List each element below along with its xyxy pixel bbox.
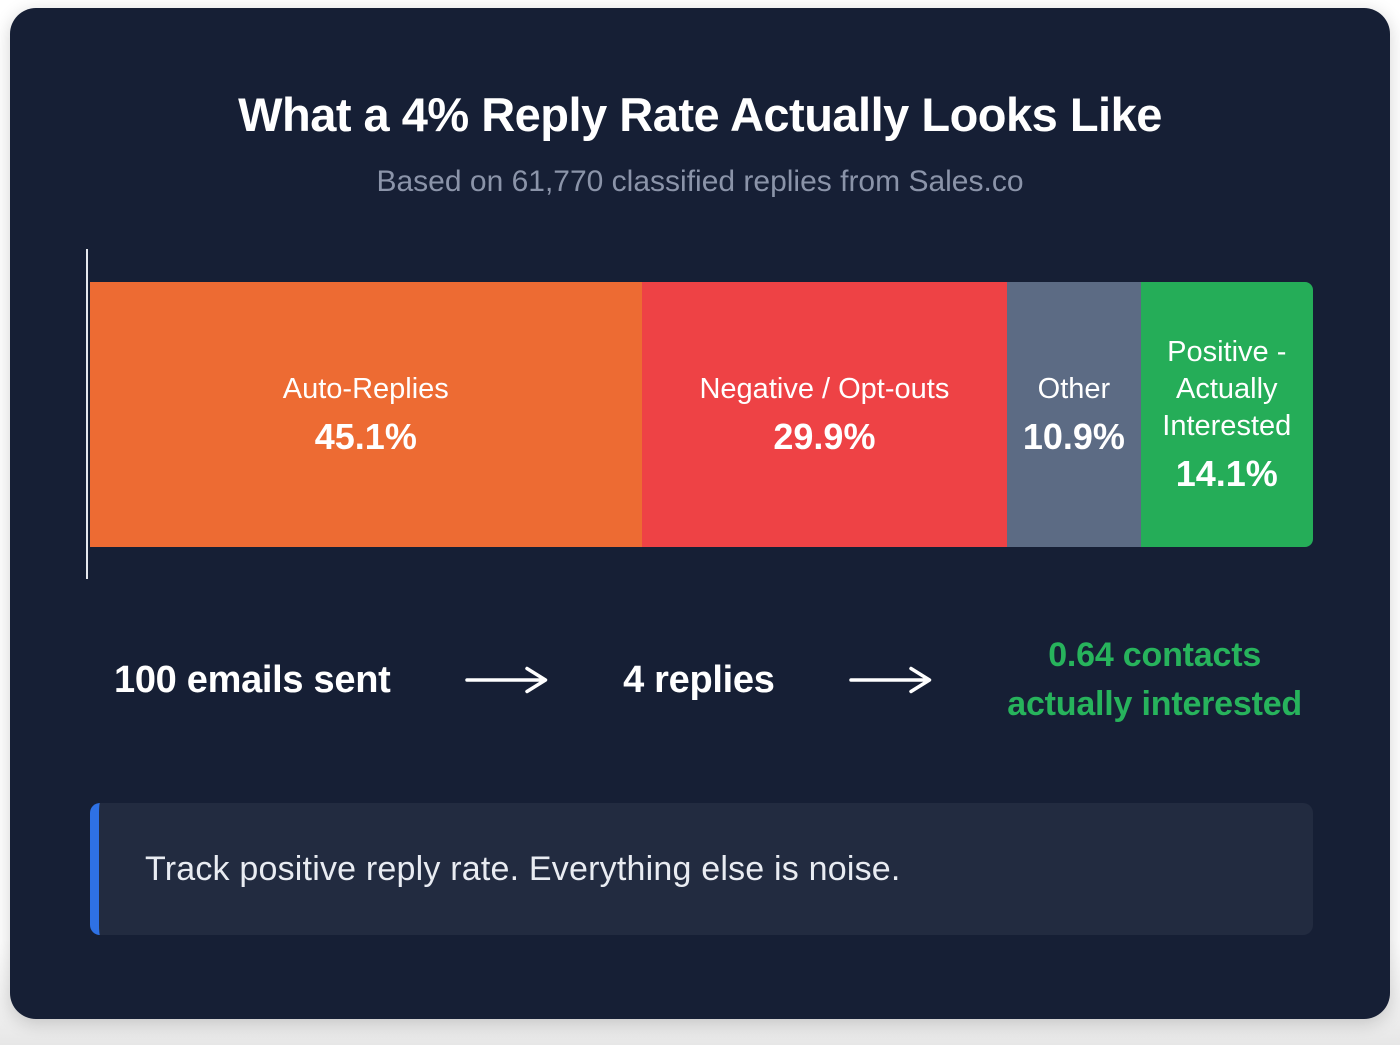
callout-text: Track positive reply rate. Everything el… <box>145 850 901 888</box>
page-subtitle: Based on 61,770 classified replies from … <box>376 165 1024 198</box>
segment-label: Other <box>1037 373 1111 405</box>
conversion-flow: 100 emails sent 4 replies 0.64 contacts … <box>90 631 1310 729</box>
infographic-card: What a 4% Reply Rate Actually Looks Like… <box>10 8 1390 1019</box>
segment-value: 29.9% <box>773 416 876 457</box>
segment-label: Positive - Actually Interested <box>1162 336 1292 442</box>
segment-value: 14.1% <box>1175 453 1278 494</box>
page-title: What a 4% Reply Rate Actually Looks Like <box>238 88 1162 141</box>
segment-label: Auto-Replies <box>282 373 449 405</box>
flow-result-line2: actually interested <box>1007 685 1302 723</box>
flow-result-line1: 0.64 contacts <box>1048 636 1262 674</box>
segment-value: 10.9% <box>1022 416 1125 457</box>
bar-segment-other: Other 10.9% <box>1007 282 1141 547</box>
bar-segment-positive-interested: Positive - Actually Interested 14.1% <box>1140 282 1313 547</box>
stacked-bar-chart: Auto-Replies 45.1% Negative / Opt-outs 2… <box>86 249 1313 579</box>
y-axis-line <box>86 249 88 579</box>
bar-segment-negative-opt-outs: Negative / Opt-outs 29.9% <box>641 282 1008 547</box>
segment-label: Negative / Opt-outs <box>699 373 950 405</box>
callout-box: Track positive reply rate. Everything el… <box>90 803 1313 935</box>
flow-step-emails-sent: 100 emails sent <box>114 658 391 701</box>
stacked-bar: Auto-Replies 45.1% Negative / Opt-outs 2… <box>90 282 1313 547</box>
flow-step-replies: 4 replies <box>623 658 775 701</box>
segment-value: 45.1% <box>314 416 417 457</box>
flow-result-interested: 0.64 contacts actually interested <box>1007 631 1302 729</box>
bar-segment-auto-replies: Auto-Replies 45.1% <box>90 282 642 547</box>
arrow-right-icon <box>464 664 550 696</box>
arrow-right-icon <box>848 664 934 696</box>
